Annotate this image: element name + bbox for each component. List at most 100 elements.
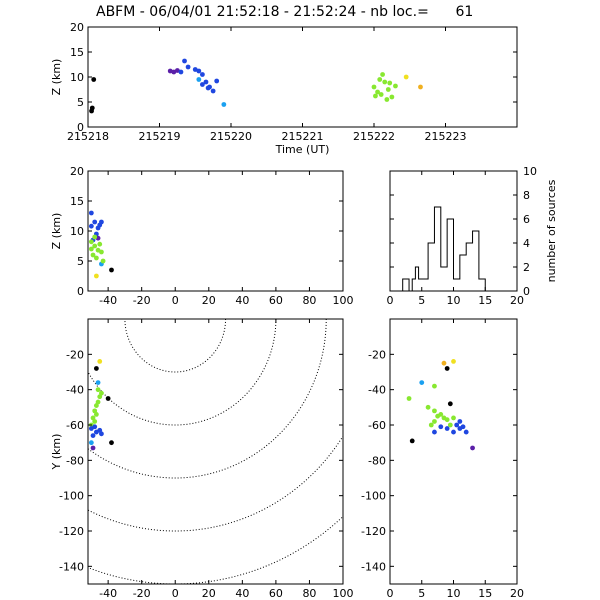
- x-tick-label: 10: [447, 294, 461, 307]
- data-point: [385, 87, 391, 92]
- x-tick-label: 40: [235, 294, 249, 307]
- plot-frame: [389, 318, 518, 585]
- data-point: [441, 360, 447, 366]
- data-point: [109, 440, 114, 446]
- figure-title: ABFM - 06/04/01 21:52:18 - 21:52:24 - nb…: [96, 4, 474, 20]
- x-tick-label: -20: [133, 587, 151, 600]
- data-point: [444, 426, 450, 431]
- data-point: [97, 241, 103, 247]
- data-point: [444, 417, 450, 423]
- data-point: [88, 246, 94, 252]
- data-point: [90, 433, 96, 438]
- x-tick-label: -40: [99, 587, 117, 600]
- y-tick-label: 10: [70, 225, 84, 238]
- x-tick-label: 80: [302, 294, 316, 307]
- data-point: [88, 440, 94, 446]
- x-tick-label: 10: [447, 587, 461, 600]
- x-tick-label: 0: [172, 587, 179, 600]
- y-tick-label: 15: [70, 195, 84, 208]
- data-point: [451, 359, 456, 364]
- x-axis-label: Time (UT): [275, 143, 330, 156]
- y-tick-label: 4: [523, 237, 530, 250]
- x-tick-label: 0: [387, 294, 394, 307]
- data-point: [438, 424, 444, 430]
- data-point: [454, 422, 460, 428]
- data-point: [92, 219, 98, 225]
- data-point: [371, 84, 377, 90]
- data-point: [463, 429, 469, 435]
- data-point: [419, 380, 425, 385]
- x-tick-label: 215220: [210, 130, 252, 143]
- data-point: [88, 223, 94, 229]
- x-tick-label: -20: [133, 294, 151, 307]
- data-point: [93, 255, 99, 261]
- data-point: [444, 366, 450, 371]
- x-tick-label: 15: [478, 587, 492, 600]
- x-tick-label: 215223: [425, 130, 467, 143]
- data-point: [457, 419, 463, 424]
- panel-time_z: 215218 215219 215220 215221 215222 215223 0 5 10…: [50, 21, 518, 156]
- y-tick-label: -140: [59, 560, 84, 573]
- y-tick-label: 10: [523, 165, 537, 178]
- range-ring: [124, 319, 227, 373]
- data-point: [406, 396, 412, 401]
- y-tick-label: 0: [77, 121, 84, 134]
- x-tick-label: 20: [510, 294, 524, 307]
- data-point: [185, 64, 191, 70]
- y-axis-label: Z (km): [50, 213, 63, 250]
- y-axis-label: number of sources: [545, 179, 558, 282]
- data-point: [214, 78, 220, 84]
- data-point: [221, 102, 227, 107]
- data-point: [88, 239, 94, 245]
- x-tick-label: 80: [302, 587, 316, 600]
- data-point: [428, 422, 434, 428]
- x-tick-label: 0: [387, 587, 394, 600]
- data-point: [470, 445, 475, 451]
- data-point: [97, 359, 103, 364]
- y-tick-label: 20: [70, 21, 84, 34]
- data-point: [373, 93, 378, 99]
- y-tick-label: -40: [368, 384, 386, 397]
- plot-frame: [87, 318, 344, 585]
- data-point: [460, 424, 466, 430]
- y-tick-label: 8: [523, 189, 530, 202]
- y-tick-label: -40: [66, 384, 84, 397]
- data-point: [438, 412, 444, 417]
- x-tick-label: 15: [478, 294, 492, 307]
- y-tick-label: -60: [368, 419, 386, 432]
- plot-frame: [87, 26, 518, 128]
- data-point: [403, 74, 409, 80]
- data-point: [109, 267, 114, 273]
- y-tick-label: -60: [66, 419, 84, 432]
- data-point: [389, 94, 395, 100]
- x-tick-label: 100: [333, 294, 354, 307]
- y-tick-label: -100: [361, 490, 386, 503]
- data-point: [432, 383, 437, 389]
- data-point: [387, 80, 393, 86]
- data-point: [432, 429, 437, 435]
- data-point: [99, 431, 104, 437]
- data-point: [93, 412, 99, 417]
- data-point: [432, 408, 437, 414]
- data-point: [97, 394, 103, 400]
- data-point: [182, 58, 187, 64]
- data-point: [205, 85, 211, 91]
- data-point: [377, 77, 383, 82]
- y-tick-label: 2: [523, 261, 530, 274]
- y-axis-label: Z (km): [50, 59, 63, 96]
- x-tick-label: 215219: [139, 130, 181, 143]
- data-point: [89, 108, 94, 114]
- x-tick-label: 5: [418, 294, 425, 307]
- y-tick-label: 5: [77, 96, 84, 109]
- data-point: [451, 429, 456, 435]
- y-tick-label: 0: [77, 285, 84, 298]
- y-tick-label: -80: [368, 454, 386, 467]
- x-tick-label: 215222: [353, 130, 395, 143]
- data-point: [95, 380, 101, 385]
- data-point: [178, 69, 184, 75]
- data-point: [393, 83, 398, 89]
- range-ring: [88, 435, 343, 532]
- y-tick-label: -80: [66, 454, 84, 467]
- data-point: [92, 243, 98, 249]
- data-point: [92, 424, 98, 430]
